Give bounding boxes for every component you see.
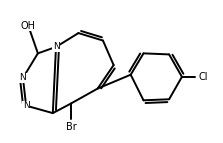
- Text: N: N: [23, 101, 29, 110]
- Text: Cl: Cl: [198, 72, 208, 82]
- Text: N: N: [20, 73, 26, 82]
- Text: Br: Br: [66, 122, 76, 132]
- Text: N: N: [53, 42, 59, 51]
- Text: OH: OH: [21, 21, 36, 31]
